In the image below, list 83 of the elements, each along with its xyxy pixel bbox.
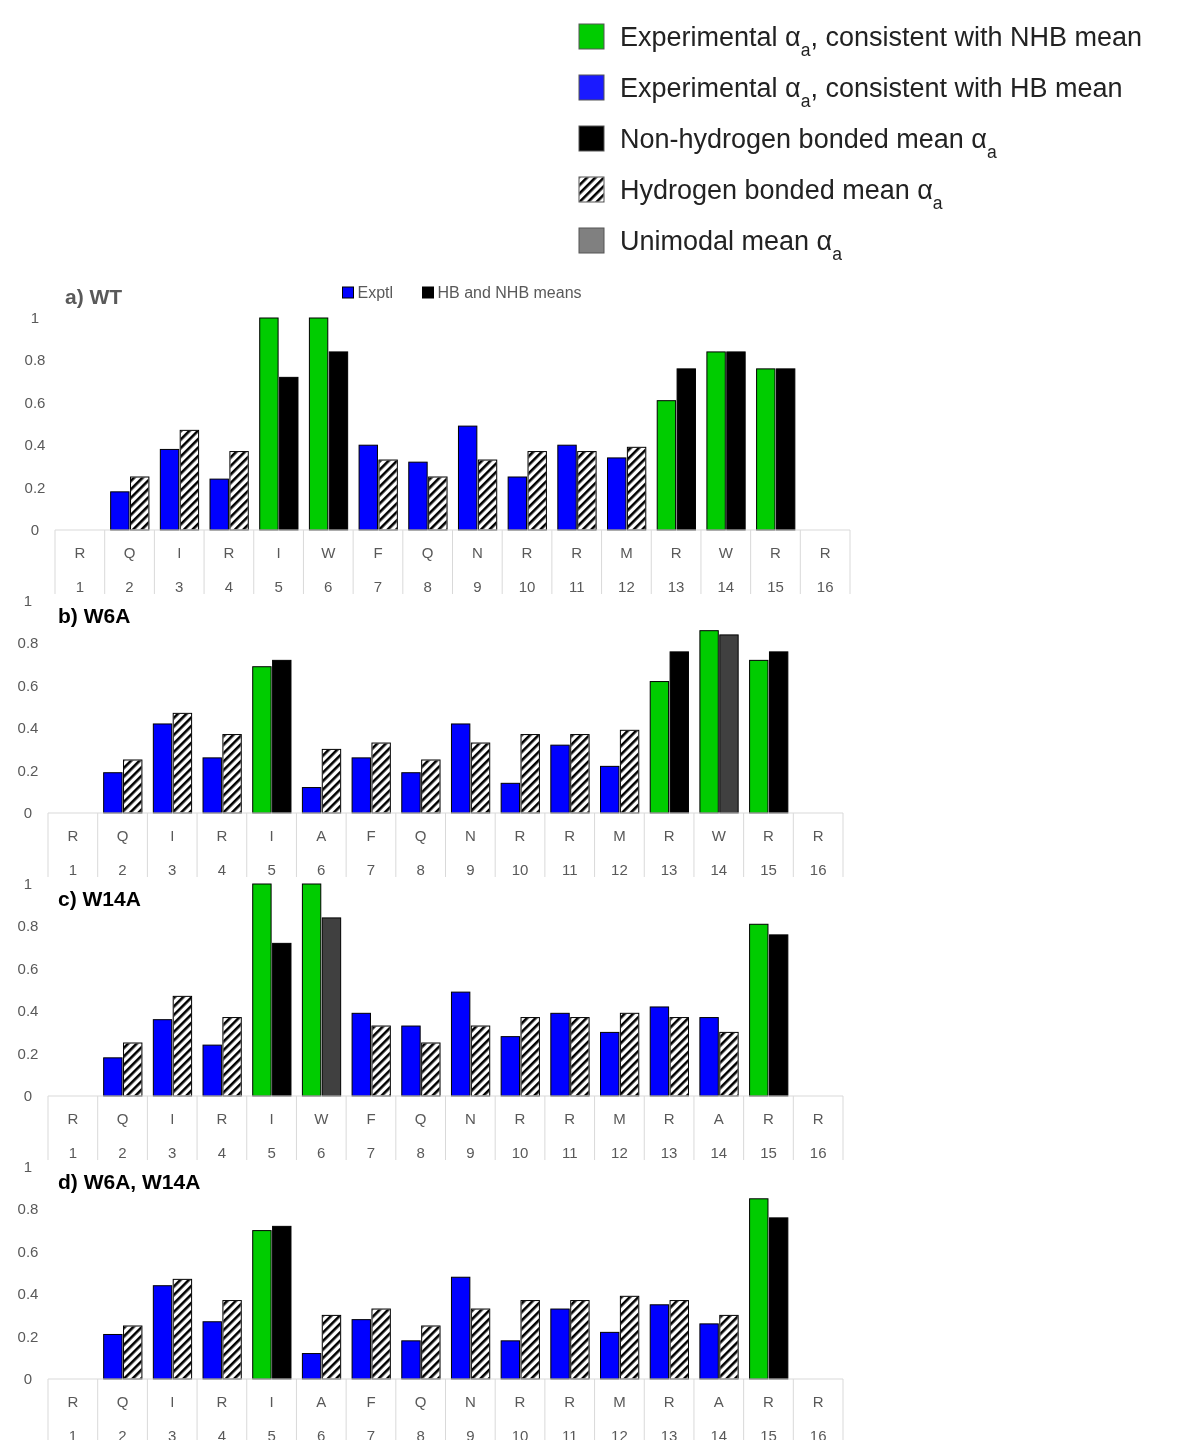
y-tick-label: 0.8 — [24, 351, 46, 369]
x-tick-label: R 1 — [67, 827, 79, 878]
x-tick-label: N 9 — [464, 827, 476, 878]
y-tick-label: 0.4 — [17, 1285, 39, 1303]
y-tick-label: 0.8 — [17, 917, 39, 935]
x-tick-label: R 13 — [667, 544, 685, 595]
x-tick-label: A 6 — [316, 827, 327, 878]
x-tick-label: R 4 — [223, 544, 235, 595]
x-tick-label: R 13 — [660, 827, 678, 878]
x-tick-label: W 6 — [321, 544, 337, 595]
x-tick-label: R 1 — [74, 544, 86, 595]
x-tick-label: R 15 — [760, 1110, 777, 1161]
x-tick-label: I 3 — [175, 544, 184, 595]
x-tick-label: R 11 — [568, 544, 585, 595]
y-tick-label: 0.8 — [17, 1200, 39, 1218]
y-tick-label: 0.6 — [24, 393, 46, 411]
legend-label: HB and NHB means — [437, 284, 582, 301]
x-tick-label: M 12 — [611, 1110, 628, 1161]
x-tick-label: Q 8 — [421, 544, 434, 595]
x-tick-label: I 3 — [168, 1110, 177, 1161]
x-tick-label: W 14 — [710, 827, 728, 878]
y-tick-label: 1 — [23, 592, 33, 609]
x-tick-label: R 1 — [67, 1110, 79, 1161]
x-tick-label: Q 2 — [123, 544, 136, 595]
chart-title: b) W6A — [58, 604, 131, 627]
x-tick-label: N 9 — [471, 544, 483, 595]
x-tick-label: I 5 — [267, 1110, 276, 1161]
y-tick-label: 1 — [30, 309, 40, 326]
x-tick-label: R 16 — [809, 1110, 827, 1161]
x-tick-label: F 7 — [366, 827, 376, 878]
x-tick-label: R 10 — [518, 544, 536, 595]
category-label: Experimental α$_{a}$, consistent with HB mean — [620, 73, 1123, 111]
x-tick-label: Q 8 — [414, 827, 427, 878]
chart-title: a) WT — [65, 285, 123, 308]
x-tick-label: M 12 — [618, 544, 635, 595]
x-tick-label: M 12 — [611, 827, 628, 878]
x-tick-label: F 7 — [366, 1110, 376, 1161]
y-tick-label: 1 — [23, 875, 33, 892]
category-label: Hydrogen bonded mean α$_{a}$ — [620, 175, 943, 213]
y-tick-label: 0.4 — [17, 1002, 39, 1020]
y-tick-label: 0.4 — [17, 719, 39, 737]
x-tick-label: R 15 — [767, 544, 784, 595]
x-tick-label: I 5 — [267, 827, 276, 878]
x-tick-label: R 10 — [511, 1110, 529, 1161]
x-tick-label: R 13 — [660, 1110, 678, 1161]
y-tick-label: 0 — [30, 521, 40, 538]
y-tick-label: 0.2 — [17, 1327, 39, 1345]
y-tick-label: 0 — [23, 804, 33, 821]
category-label: Non-hydrogen bonded mean α$_{a}$ — [620, 124, 997, 162]
chart-title: d) W6A, W14A — [58, 1170, 201, 1193]
legend-label: Exptl — [357, 284, 394, 301]
x-tick-label: F 7 — [373, 544, 383, 595]
chart-title: c) W14A — [58, 887, 141, 910]
y-tick-label: 0 — [23, 1087, 33, 1104]
x-tick-label: I 5 — [274, 544, 283, 595]
x-tick-label: R 4 — [216, 827, 228, 878]
y-tick-label: 1 — [23, 1158, 33, 1175]
y-tick-label: 0.8 — [17, 634, 39, 652]
x-tick-label: R 10 — [511, 827, 529, 878]
y-tick-label: 0.2 — [24, 478, 46, 496]
x-tick-label: N 9 — [464, 1110, 476, 1161]
y-tick-label: 0 — [23, 1370, 33, 1387]
x-tick-label: I 3 — [168, 827, 177, 878]
x-tick-label: Q 8 — [414, 1110, 427, 1161]
y-tick-label: 0.2 — [17, 761, 39, 779]
x-tick-label: R 16 — [809, 827, 827, 878]
x-tick-label: R 15 — [760, 827, 777, 878]
x-tick-label: R 4 — [216, 1110, 228, 1161]
y-tick-label: 0.6 — [17, 959, 39, 977]
y-tick-label: 0.2 — [17, 1044, 39, 1062]
x-tick-label: R 11 — [561, 1110, 578, 1161]
x-tick-label: A 14 — [710, 1110, 728, 1161]
y-tick-label: 0.6 — [17, 1242, 39, 1260]
y-tick-label: 0.4 — [24, 436, 46, 454]
y-tick-label: 0.6 — [17, 676, 39, 694]
x-tick-label: R 16 — [816, 544, 834, 595]
x-tick-label: W 14 — [717, 544, 735, 595]
x-tick-label: Q 2 — [116, 1110, 129, 1161]
x-tick-label: R 11 — [561, 827, 578, 878]
category-label: Unimodal mean α$_{a}$ — [620, 226, 843, 264]
x-tick-label: Q 2 — [116, 827, 129, 878]
x-tick-label: W 6 — [314, 1110, 330, 1161]
category-label: Experimental α$_{a}$, consistent with NHB mean — [620, 22, 1143, 60]
